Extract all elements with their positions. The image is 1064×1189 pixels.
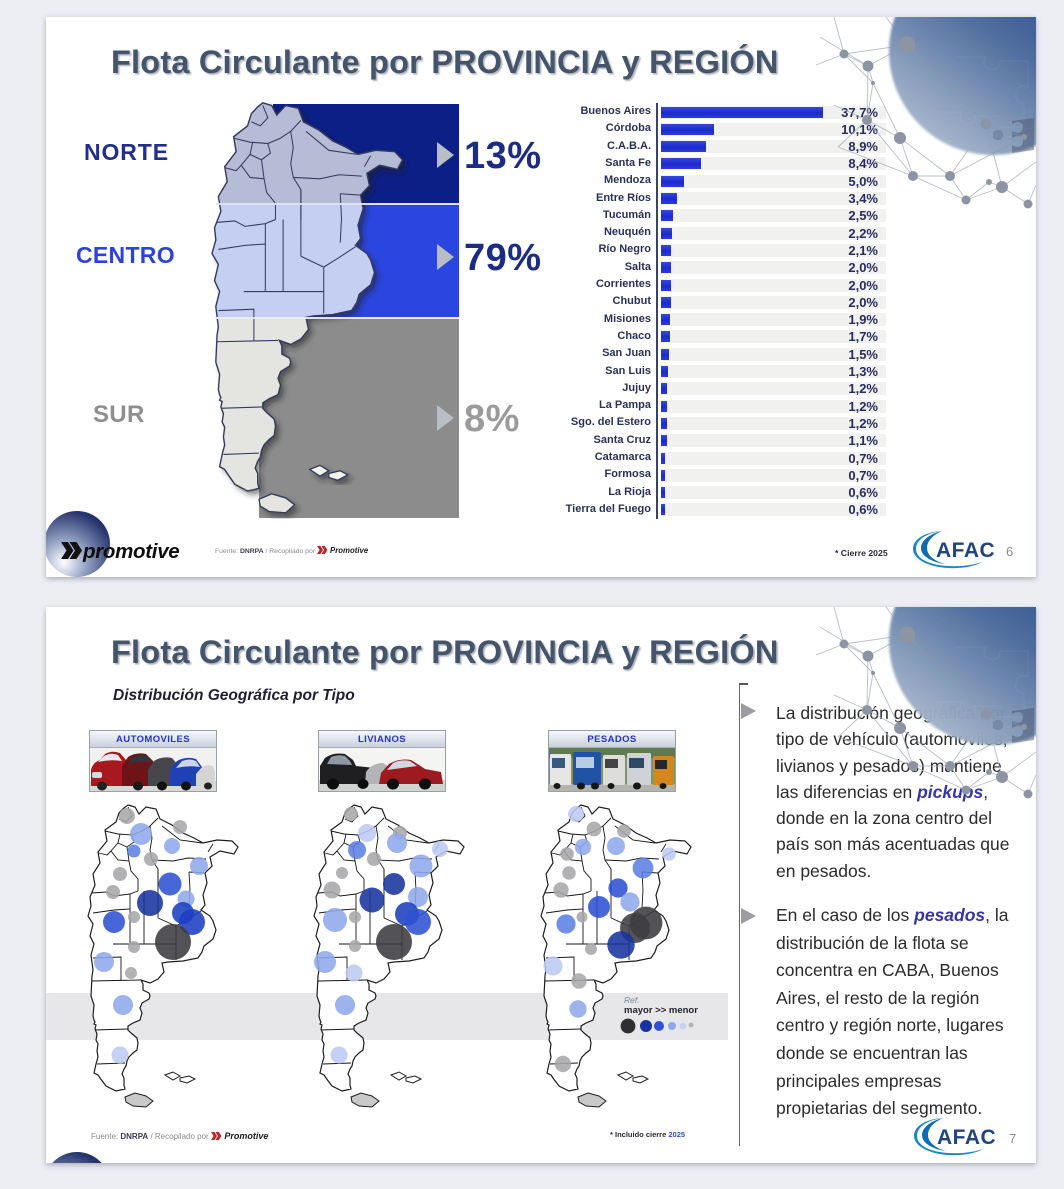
svg-text:AFAC: AFAC xyxy=(936,539,995,562)
svg-text:promotive: promotive xyxy=(82,540,179,563)
svg-text:AFAC: AFAC xyxy=(937,1126,996,1149)
